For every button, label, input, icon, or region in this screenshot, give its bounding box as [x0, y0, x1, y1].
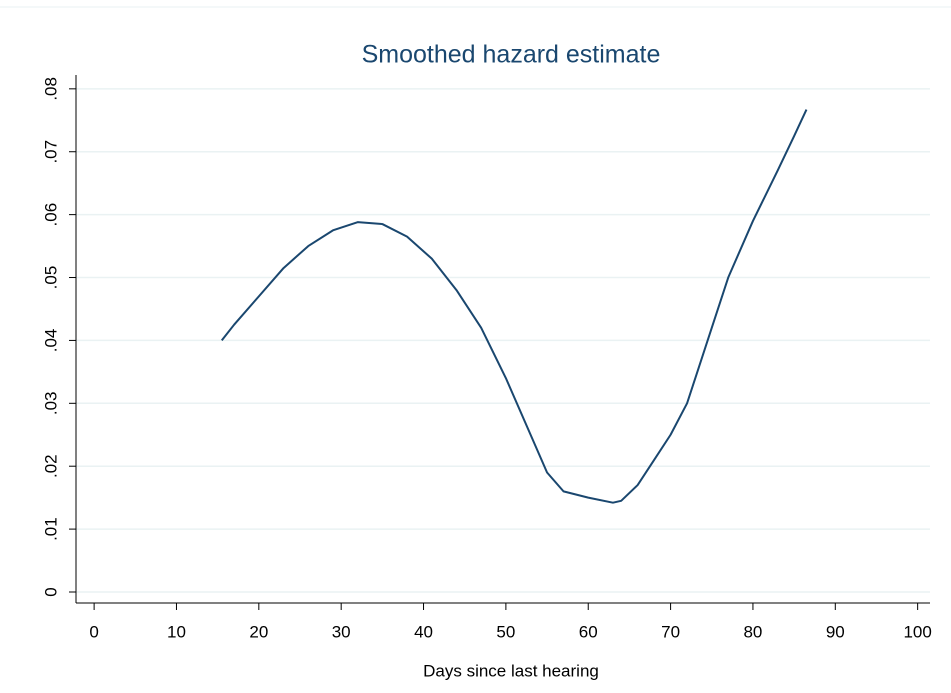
y-tick-label: 0	[41, 587, 60, 596]
y-tick-label: .08	[41, 77, 60, 101]
y-tick-label: .03	[41, 391, 60, 415]
x-tick-label: 20	[249, 622, 268, 641]
x-axis-label: Days since last hearing	[423, 661, 599, 680]
x-tick-label: 0	[89, 622, 98, 641]
x-tick-label: 80	[743, 622, 762, 641]
y-tick-label: .01	[41, 517, 60, 541]
y-tick-label: .04	[41, 329, 60, 353]
x-tick-label: 50	[496, 622, 515, 641]
x-tick-label: 60	[579, 622, 598, 641]
x-tick-label: 70	[661, 622, 680, 641]
y-tick-label: .05	[41, 266, 60, 290]
x-tick-label: 30	[332, 622, 351, 641]
chart-title: Smoothed hazard estimate	[362, 41, 661, 69]
x-tick-label: 90	[826, 622, 845, 641]
x-tick-label: 40	[414, 622, 433, 641]
y-tick-label: .02	[41, 454, 60, 478]
x-tick-label: 10	[167, 622, 186, 641]
x-tick-label: 100	[903, 622, 931, 641]
line	[220, 109, 808, 504]
y-tick-label: .07	[41, 140, 60, 164]
y-tick-label: .06	[41, 203, 60, 227]
